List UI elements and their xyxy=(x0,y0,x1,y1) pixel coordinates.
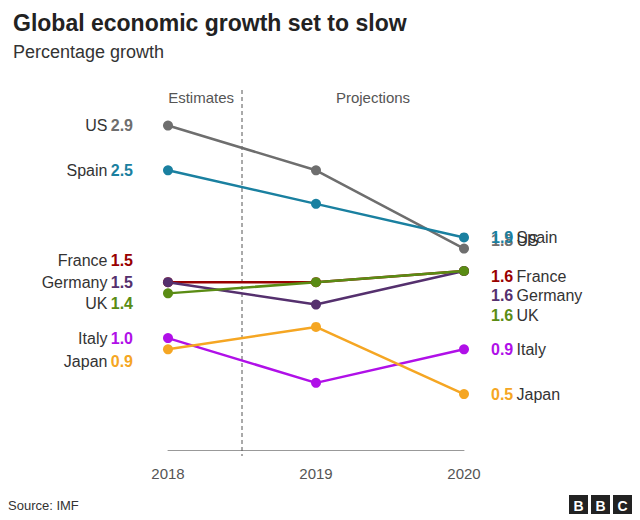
svg-text:US: US xyxy=(85,117,107,134)
svg-text:Estimates: Estimates xyxy=(168,89,234,106)
svg-text:1.0: 1.0 xyxy=(111,330,133,347)
svg-text:2.5: 2.5 xyxy=(111,162,133,179)
svg-text:2020: 2020 xyxy=(447,465,480,482)
svg-text:Germany: Germany xyxy=(517,287,583,304)
svg-text:Global economic growth set to: Global economic growth set to slow xyxy=(13,10,407,36)
svg-text:France: France xyxy=(517,268,567,285)
svg-text:C: C xyxy=(617,498,627,514)
svg-text:1.9: 1.9 xyxy=(491,229,513,246)
svg-text:Spain: Spain xyxy=(517,229,558,246)
svg-text:0.9: 0.9 xyxy=(491,341,513,358)
svg-text:0.9: 0.9 xyxy=(111,353,133,370)
svg-text:Japan: Japan xyxy=(517,386,561,403)
svg-text:France: France xyxy=(58,252,108,269)
svg-text:B: B xyxy=(595,498,605,514)
svg-text:Germany: Germany xyxy=(42,274,108,291)
svg-text:UK: UK xyxy=(85,295,108,312)
svg-text:Japan: Japan xyxy=(64,353,108,370)
svg-text:2.9: 2.9 xyxy=(111,117,133,134)
svg-text:2019: 2019 xyxy=(299,465,332,482)
svg-text:2018: 2018 xyxy=(151,465,184,482)
svg-text:Projections: Projections xyxy=(336,89,410,106)
svg-text:B: B xyxy=(573,498,583,514)
svg-text:Percentage growth: Percentage growth xyxy=(13,42,164,62)
svg-text:Italy: Italy xyxy=(517,341,546,358)
svg-text:Source: IMF: Source: IMF xyxy=(8,498,79,513)
svg-text:1.5: 1.5 xyxy=(111,252,133,269)
svg-text:1.6: 1.6 xyxy=(491,287,513,304)
svg-text:Spain: Spain xyxy=(67,162,108,179)
svg-text:1.6: 1.6 xyxy=(491,268,513,285)
svg-text:1.4: 1.4 xyxy=(111,295,133,312)
svg-text:1.6: 1.6 xyxy=(491,307,513,324)
svg-text:0.5: 0.5 xyxy=(491,386,513,403)
svg-text:Italy: Italy xyxy=(78,330,107,347)
svg-text:1.5: 1.5 xyxy=(111,274,133,291)
svg-text:UK: UK xyxy=(517,307,540,324)
